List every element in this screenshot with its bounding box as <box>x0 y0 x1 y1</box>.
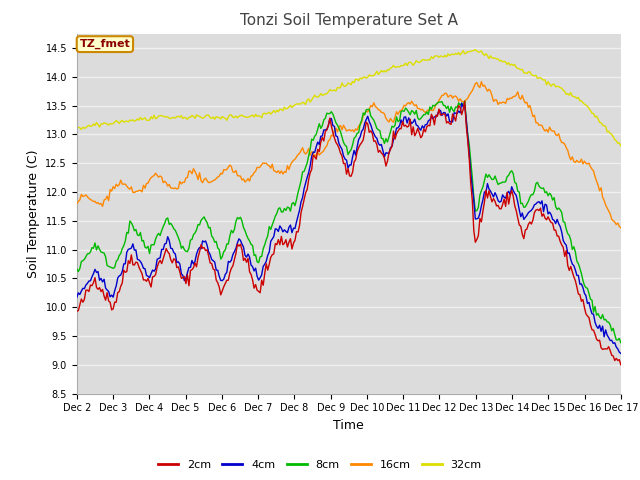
Legend: 2cm, 4cm, 8cm, 16cm, 32cm: 2cm, 4cm, 8cm, 16cm, 32cm <box>154 456 486 474</box>
Title: Tonzi Soil Temperature Set A: Tonzi Soil Temperature Set A <box>240 13 458 28</box>
Text: TZ_fmet: TZ_fmet <box>79 39 131 49</box>
Y-axis label: Soil Temperature (C): Soil Temperature (C) <box>27 149 40 278</box>
X-axis label: Time: Time <box>333 419 364 432</box>
